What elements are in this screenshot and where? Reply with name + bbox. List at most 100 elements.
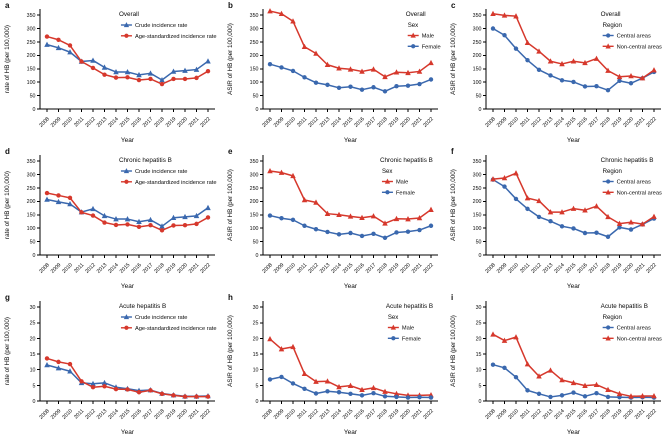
svg-text:2015: 2015 [119, 116, 132, 129]
svg-text:2009: 2009 [496, 408, 509, 421]
svg-text:2011: 2011 [296, 116, 308, 128]
svg-text:2016: 2016 [353, 262, 366, 275]
svg-text:2013: 2013 [96, 116, 109, 129]
series-age-standardized-incidence-rate [44, 34, 211, 87]
svg-text:2018: 2018 [153, 116, 166, 129]
svg-text:2019: 2019 [388, 116, 401, 129]
svg-text:Age-standardized incidence rat: Age-standardized incidence rate [135, 326, 217, 332]
chart-panel-d: d 0 50 100 150 200 250 300 350 2008 2009 2010 2011 2… [0, 146, 223, 292]
legend-title: Acute hepatitis B [386, 303, 433, 310]
series-female [267, 374, 434, 400]
svg-text:2009: 2009 [50, 116, 63, 129]
svg-text:100: 100 [250, 226, 259, 232]
axes [39, 155, 215, 256]
svg-text:2020: 2020 [622, 262, 635, 275]
svg-text:2021: 2021 [634, 408, 647, 421]
svg-text:2012: 2012 [84, 262, 97, 275]
svg-text:Central areas: Central areas [617, 34, 651, 40]
svg-text:2008: 2008 [261, 116, 274, 129]
svg-text:2016: 2016 [576, 262, 589, 275]
y-axis-ticks: 0 50 100 150 200 250 300 350 [250, 13, 263, 113]
svg-text:2019: 2019 [611, 116, 624, 129]
chart-panel-a: a 0 50 100 150 200 250 300 350 2008 2009 2010 2011 2… [0, 0, 223, 146]
svg-text:10: 10 [253, 368, 259, 374]
svg-text:2019: 2019 [611, 408, 624, 421]
svg-text:2009: 2009 [273, 262, 286, 275]
series-central-areas [490, 26, 657, 93]
svg-text:2018: 2018 [599, 116, 612, 129]
svg-text:350: 350 [27, 159, 36, 165]
svg-text:50: 50 [30, 239, 36, 245]
svg-text:Female: Female [422, 44, 441, 50]
legend-heading: Region [603, 22, 622, 29]
svg-text:2010: 2010 [507, 262, 520, 275]
svg-text:2019: 2019 [165, 116, 178, 129]
svg-text:0: 0 [33, 253, 36, 259]
svg-text:2020: 2020 [176, 408, 189, 421]
svg-text:2009: 2009 [50, 262, 63, 275]
svg-text:2013: 2013 [319, 408, 332, 421]
svg-text:15: 15 [30, 352, 36, 358]
svg-text:2017: 2017 [365, 408, 378, 421]
legend-heading: Sex [388, 314, 399, 321]
svg-text:2022: 2022 [645, 262, 658, 275]
svg-text:300: 300 [250, 172, 259, 178]
svg-text:100: 100 [473, 226, 482, 232]
svg-text:0: 0 [256, 107, 259, 113]
svg-text:300: 300 [473, 26, 482, 32]
svg-text:2011: 2011 [73, 408, 85, 420]
svg-text:Age-standardized incidence rat: Age-standardized incidence rate [135, 180, 217, 186]
series-male [267, 336, 434, 398]
series-age-standardized-incidence-rate [44, 190, 211, 233]
svg-text:2020: 2020 [399, 408, 412, 421]
svg-text:250: 250 [250, 40, 259, 46]
svg-text:2015: 2015 [119, 262, 132, 275]
axes [262, 155, 438, 256]
svg-text:2021: 2021 [634, 116, 647, 129]
svg-text:2021: 2021 [411, 116, 424, 129]
svg-text:2016: 2016 [353, 408, 366, 421]
axes [485, 301, 661, 402]
svg-text:2011: 2011 [519, 116, 531, 128]
svg-text:2021: 2021 [188, 116, 201, 129]
series-age-standardized-incidence-rate [44, 356, 211, 399]
svg-text:2013: 2013 [319, 116, 332, 129]
x-axis-title: Year [121, 429, 135, 436]
svg-text:200: 200 [250, 199, 259, 205]
svg-text:2020: 2020 [176, 116, 189, 129]
series-male [267, 8, 434, 80]
svg-text:2012: 2012 [307, 262, 320, 275]
svg-text:2008: 2008 [261, 262, 274, 275]
svg-text:2017: 2017 [588, 408, 601, 421]
x-axis-title: Year [567, 429, 581, 436]
svg-text:2012: 2012 [307, 408, 320, 421]
series-crude-incidence-rate [44, 362, 211, 399]
svg-text:2012: 2012 [84, 116, 97, 129]
svg-text:2020: 2020 [176, 262, 189, 275]
svg-text:200: 200 [473, 53, 482, 59]
svg-text:2009: 2009 [496, 116, 509, 129]
svg-text:2011: 2011 [73, 262, 85, 274]
y-axis-title: ASIR of HB (per 100,000) [450, 169, 457, 241]
svg-text:2013: 2013 [542, 262, 555, 275]
x-axis-title: Year [121, 137, 135, 144]
y-axis-ticks: 0 50 100 150 200 250 300 350 [27, 159, 40, 259]
x-axis-title: Year [344, 283, 358, 290]
series-non-central-areas [490, 170, 657, 227]
y-axis-ticks: 0 5 10 15 20 25 30 [253, 305, 263, 405]
svg-text:2018: 2018 [599, 408, 612, 421]
svg-text:2014: 2014 [107, 408, 120, 421]
panel-label-e: e [228, 147, 233, 156]
panel-label-f: f [451, 147, 454, 156]
svg-text:2017: 2017 [142, 262, 155, 275]
panel-label-a: a [5, 1, 10, 10]
svg-text:2019: 2019 [388, 262, 401, 275]
